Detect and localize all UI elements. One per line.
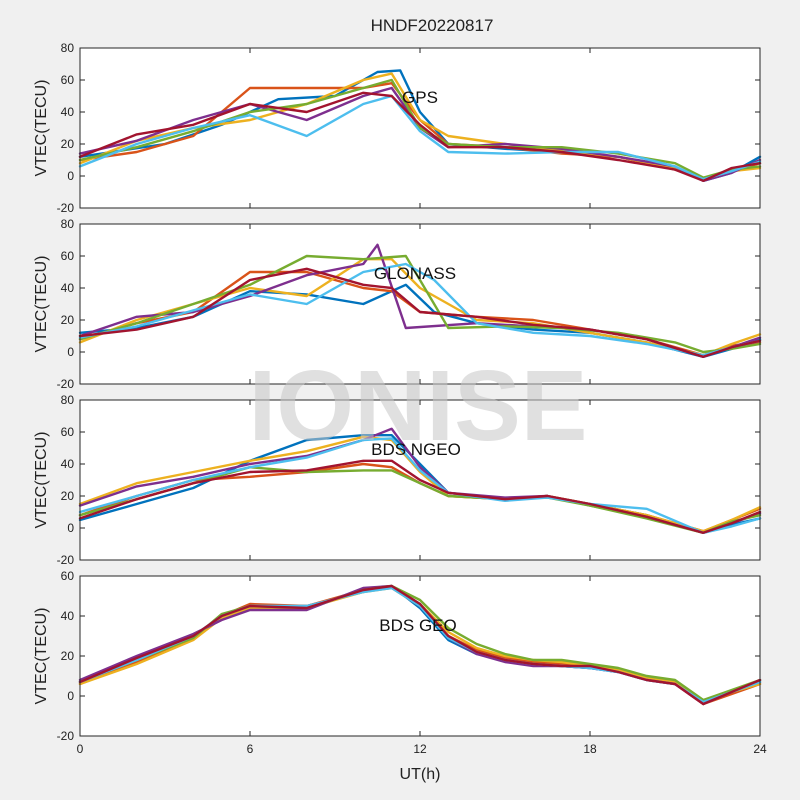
series-line-5	[78, 437, 762, 534]
series-line-2	[78, 435, 762, 533]
y-tick-label: 40	[61, 281, 75, 295]
series-group	[78, 69, 762, 183]
series-line-6	[78, 267, 762, 358]
y-axis-label: VTEC(TECU)	[33, 432, 50, 529]
series-group	[78, 427, 762, 534]
y-tick-label: -20	[57, 201, 75, 215]
y-tick-label: 40	[61, 457, 75, 471]
panel-label: BDS GEO	[379, 616, 456, 635]
y-axis-label: VTEC(TECU)	[33, 80, 50, 177]
series-line-6	[78, 459, 762, 534]
series-line-4	[78, 254, 762, 354]
series-line-6	[78, 584, 762, 706]
y-tick-label: 60	[61, 73, 75, 87]
y-tick-label: 80	[61, 393, 75, 407]
series-line-5	[78, 94, 762, 181]
y-tick-label: 0	[67, 345, 74, 359]
panel-label: GPS	[402, 88, 438, 107]
y-tick-label: 40	[61, 105, 75, 119]
x-tick-label: 18	[583, 742, 597, 756]
series-line-2	[78, 586, 762, 706]
panel-1: -20 0 20 40 60 80 VTEC(TECU) GLONASS	[33, 217, 762, 391]
y-tick-label: 20	[61, 649, 75, 663]
watermark: IONISE	[249, 350, 588, 462]
x-tick-label: 6	[247, 742, 254, 756]
y-tick-label: 60	[61, 569, 75, 583]
series-line-4	[78, 584, 762, 702]
y-tick-label: 0	[67, 689, 74, 703]
y-tick-label: 20	[61, 137, 75, 151]
y-axis-label: VTEC(TECU)	[33, 608, 50, 705]
y-tick-label: 20	[61, 313, 75, 327]
panel-label: BDS NGEO	[371, 440, 461, 459]
y-tick-label: 0	[67, 169, 74, 183]
y-tick-label: -20	[57, 377, 75, 391]
y-axis-label: VTEC(TECU)	[33, 256, 50, 353]
y-tick-label: -20	[57, 553, 75, 567]
x-tick-label: 0	[77, 742, 84, 756]
y-tick-label: 60	[61, 425, 75, 439]
series-group	[78, 243, 762, 358]
figure-title: HNDF20220817	[371, 16, 494, 35]
panel-label: GLONASS	[374, 264, 456, 283]
y-tick-label: 80	[61, 41, 75, 55]
panel-0: -20 0 20 40 60 80 VTEC(TECU) GPS	[33, 41, 762, 215]
y-tick-label: 40	[61, 609, 75, 623]
series-line-6	[78, 91, 762, 183]
y-tick-label: 20	[61, 489, 75, 503]
x-tick-label: 24	[753, 742, 767, 756]
series-group	[78, 584, 762, 706]
y-tick-label: 60	[61, 249, 75, 263]
y-tick-label: 0	[67, 521, 74, 535]
x-axis-label: UT(h)	[400, 766, 441, 783]
panel-2: -20 0 20 40 60 80 VTEC(TECU) BDS NGEO	[33, 393, 762, 567]
x-tick-label: 12	[413, 742, 427, 756]
y-tick-label: -20	[57, 729, 75, 743]
y-tick-label: 80	[61, 217, 75, 231]
